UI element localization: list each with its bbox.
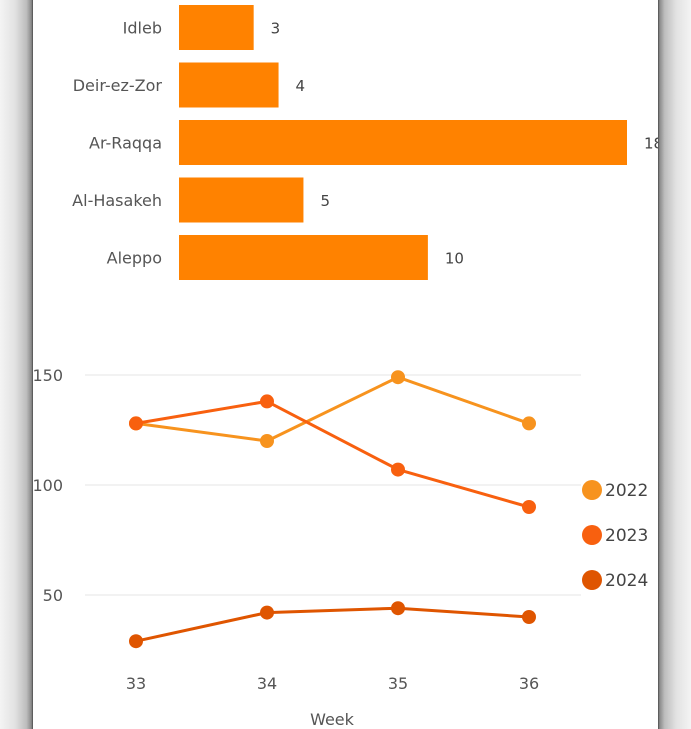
series-line	[135, 399, 530, 509]
category-label: Al-Hasakeh	[72, 191, 162, 210]
data-label: 3	[271, 20, 281, 38]
legend-marker	[582, 525, 602, 545]
x-axis-title: Week	[310, 710, 355, 729]
data-point	[522, 500, 536, 514]
bar-chart: Idleb 3 Deir-ez-Zor 4 Ar-Raqqa 18 Al-Hasakeh 5 A…	[72, 5, 658, 280]
line-chart: 50 100 150 33 34 35 36 Week 2022 2023 2024	[33, 366, 648, 729]
chart-panel: Idleb 3 Deir-ez-Zor 4 Ar-Raqqa 18 Al-Hasakeh 5 A…	[33, 0, 658, 729]
series-line	[135, 375, 530, 443]
legend-label: 2022	[605, 481, 648, 501]
right-frame-border	[658, 0, 691, 729]
data-point	[260, 394, 274, 409]
data-point	[391, 601, 405, 616]
data-label: 5	[320, 192, 330, 210]
category-label: Idleb	[123, 19, 162, 38]
data-label: 10	[445, 250, 464, 268]
x-tick-label: 34	[257, 674, 277, 693]
data-point	[391, 370, 405, 385]
category-label: Aleppo	[107, 249, 162, 268]
data-point	[522, 416, 536, 431]
x-tick-label: 36	[519, 674, 539, 693]
data-point	[260, 605, 274, 620]
bar	[179, 62, 279, 108]
legend-marker	[582, 480, 602, 500]
category-label: Ar-Raqqa	[89, 134, 162, 153]
data-point	[129, 416, 143, 431]
legend-label: 2024	[605, 571, 648, 591]
legend-marker	[582, 570, 602, 590]
data-point	[391, 462, 405, 477]
bar	[179, 5, 254, 50]
bar	[179, 235, 428, 280]
y-tick-label: 100	[33, 476, 63, 495]
data-label: 18	[644, 135, 658, 153]
data-point	[522, 610, 536, 624]
series-line	[135, 606, 530, 643]
x-tick-label: 35	[388, 674, 408, 693]
bar	[179, 120, 627, 165]
left-frame-border	[0, 0, 33, 729]
data-label: 4	[296, 77, 306, 95]
x-tick-label: 33	[126, 674, 146, 693]
category-label: Deir-ez-Zor	[73, 76, 163, 95]
data-point	[260, 434, 274, 448]
y-tick-label: 50	[43, 586, 63, 605]
data-point	[129, 634, 143, 649]
legend-label: 2023	[605, 526, 648, 546]
bar	[179, 177, 304, 223]
y-tick-label: 150	[33, 366, 63, 385]
